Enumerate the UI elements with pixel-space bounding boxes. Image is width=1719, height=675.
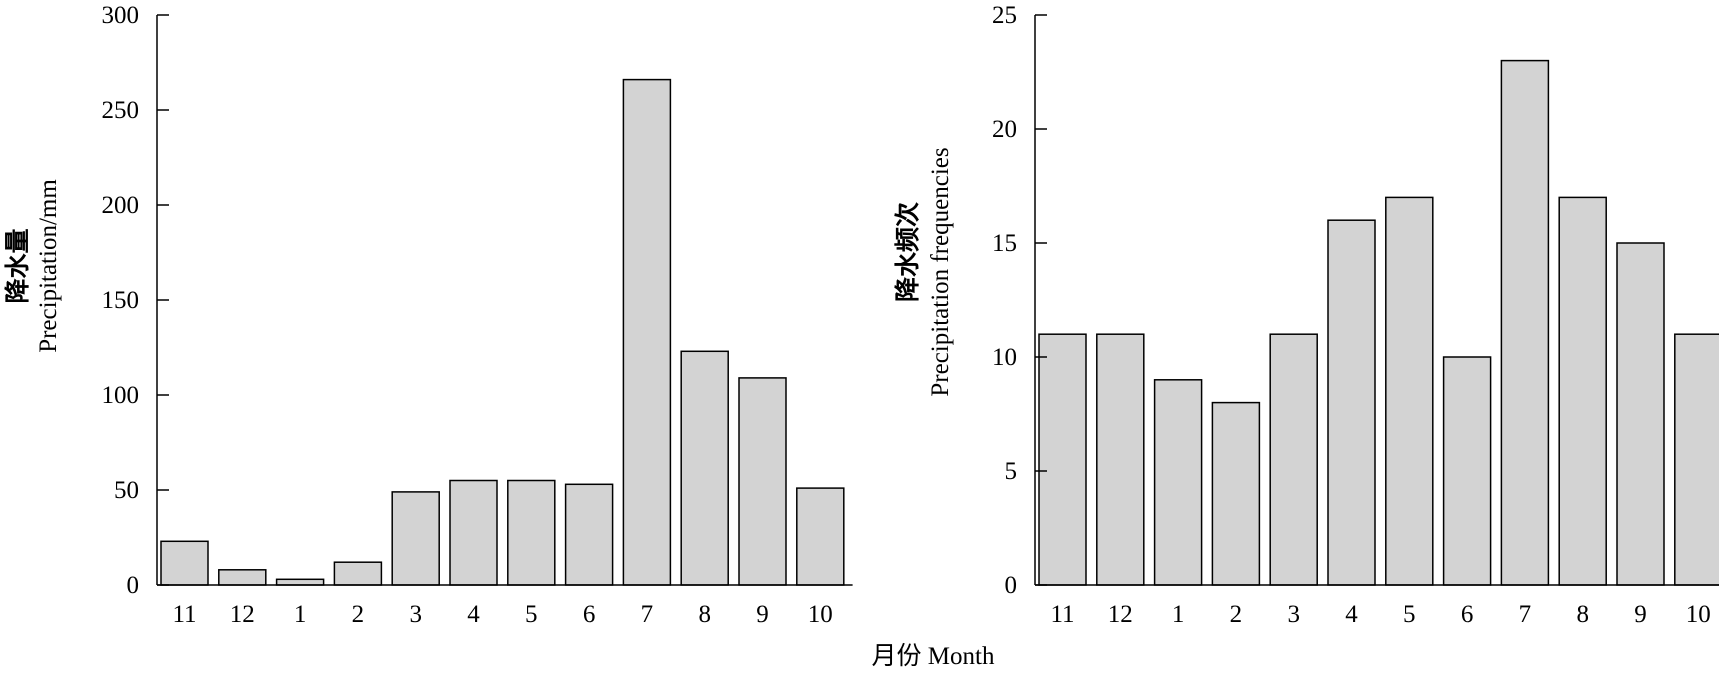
y-tick-label: 300 (102, 2, 140, 29)
x-tick-label: 1 (1172, 601, 1185, 628)
bar-7 (622, 78, 672, 586)
bar-4 (449, 479, 498, 586)
x-tick-label: 7 (641, 601, 654, 628)
axes (156, 14, 853, 586)
x-tick-label: 12 (230, 601, 255, 628)
y-tick-labels: 0 50 100 150 200 250 300 (102, 2, 140, 599)
x-tick-label: 3 (409, 601, 422, 628)
x-tick-label: 9 (756, 601, 769, 628)
x-tick-label: 4 (1345, 601, 1358, 628)
x-tick-label: 10 (1686, 601, 1711, 628)
bar-8 (680, 350, 729, 586)
x-tick-label: 5 (1403, 601, 1416, 628)
x-tick-label: 3 (1287, 601, 1300, 628)
shared-x-axis-label: 月份 Month (872, 642, 995, 670)
bar-5 (1385, 196, 1434, 586)
y-tick-label: 20 (992, 116, 1017, 143)
axes (1034, 14, 1719, 586)
bar-3 (1269, 333, 1318, 586)
bar-10 (796, 487, 845, 586)
bar-3 (391, 491, 440, 586)
x-tick-label: 6 (1461, 601, 1474, 628)
y-tick-label: 0 (1005, 572, 1018, 599)
x-tick-label: 5 (525, 601, 538, 628)
x-tick-label: 4 (467, 601, 480, 628)
bar-6 (564, 483, 614, 586)
y-tick-label: 15 (992, 230, 1017, 257)
x-tick-label: 11 (1050, 601, 1074, 628)
bar-5 (507, 479, 556, 586)
x-tick-label: 9 (1634, 601, 1647, 628)
y-tick-label: 200 (102, 192, 140, 219)
x-tick-label: 12 (1108, 601, 1133, 628)
x-tick-label: 11 (172, 601, 196, 628)
y-tick-labels: 0 5 10 15 20 25 (992, 2, 1017, 599)
x-tick-label: 2 (1230, 601, 1243, 628)
bar-2 (333, 561, 383, 586)
bar-11 (160, 540, 209, 586)
y-axis-label: Precipitation frequencies (927, 147, 954, 396)
bar-12 (1096, 333, 1145, 586)
bar-9 (738, 377, 787, 586)
x-tick-label: 10 (808, 601, 833, 628)
bar-12 (218, 569, 267, 586)
bar-group (160, 78, 845, 586)
bar-2 (1211, 401, 1261, 586)
y-axis-label-cn: 降水频次 (893, 202, 922, 302)
x-tick-label: 1 (294, 601, 307, 628)
y-tick-label: 0 (127, 572, 140, 599)
x-tick-label: 6 (583, 601, 596, 628)
x-tick-label: 8 (698, 601, 711, 628)
y-tick-label: 25 (992, 2, 1017, 29)
bar-10 (1674, 333, 1719, 586)
y-tick-label: 250 (102, 97, 140, 124)
y-tick-label: 10 (992, 344, 1017, 371)
y-tick-label: 50 (114, 477, 139, 504)
bar-1 (275, 578, 325, 586)
bar-9 (1616, 242, 1665, 586)
y-axis-label-cn: 降水量 (3, 228, 32, 303)
x-tick-label: 7 (1519, 601, 1532, 628)
bar-7 (1500, 59, 1550, 586)
x-tick-label: 8 (1576, 601, 1589, 628)
x-tick-label: 2 (352, 601, 365, 628)
y-tick-label: 150 (102, 287, 140, 314)
bar-11 (1038, 333, 1087, 586)
x-tick-labels: 11 12 1 2 3 4 5 6 7 8 9 10 (1050, 601, 1710, 628)
bar-1 (1153, 379, 1203, 586)
bar-group (1038, 59, 1719, 586)
y-tick-label: 5 (1005, 458, 1018, 485)
bar-6 (1442, 356, 1492, 586)
y-tick-label: 100 (102, 382, 140, 409)
bar-8 (1558, 196, 1607, 586)
bar-4 (1327, 219, 1376, 586)
y-axis-label: Precipitation/mm (35, 179, 62, 353)
x-tick-labels: 11 12 1 2 3 4 5 6 7 8 9 10 (172, 601, 832, 628)
